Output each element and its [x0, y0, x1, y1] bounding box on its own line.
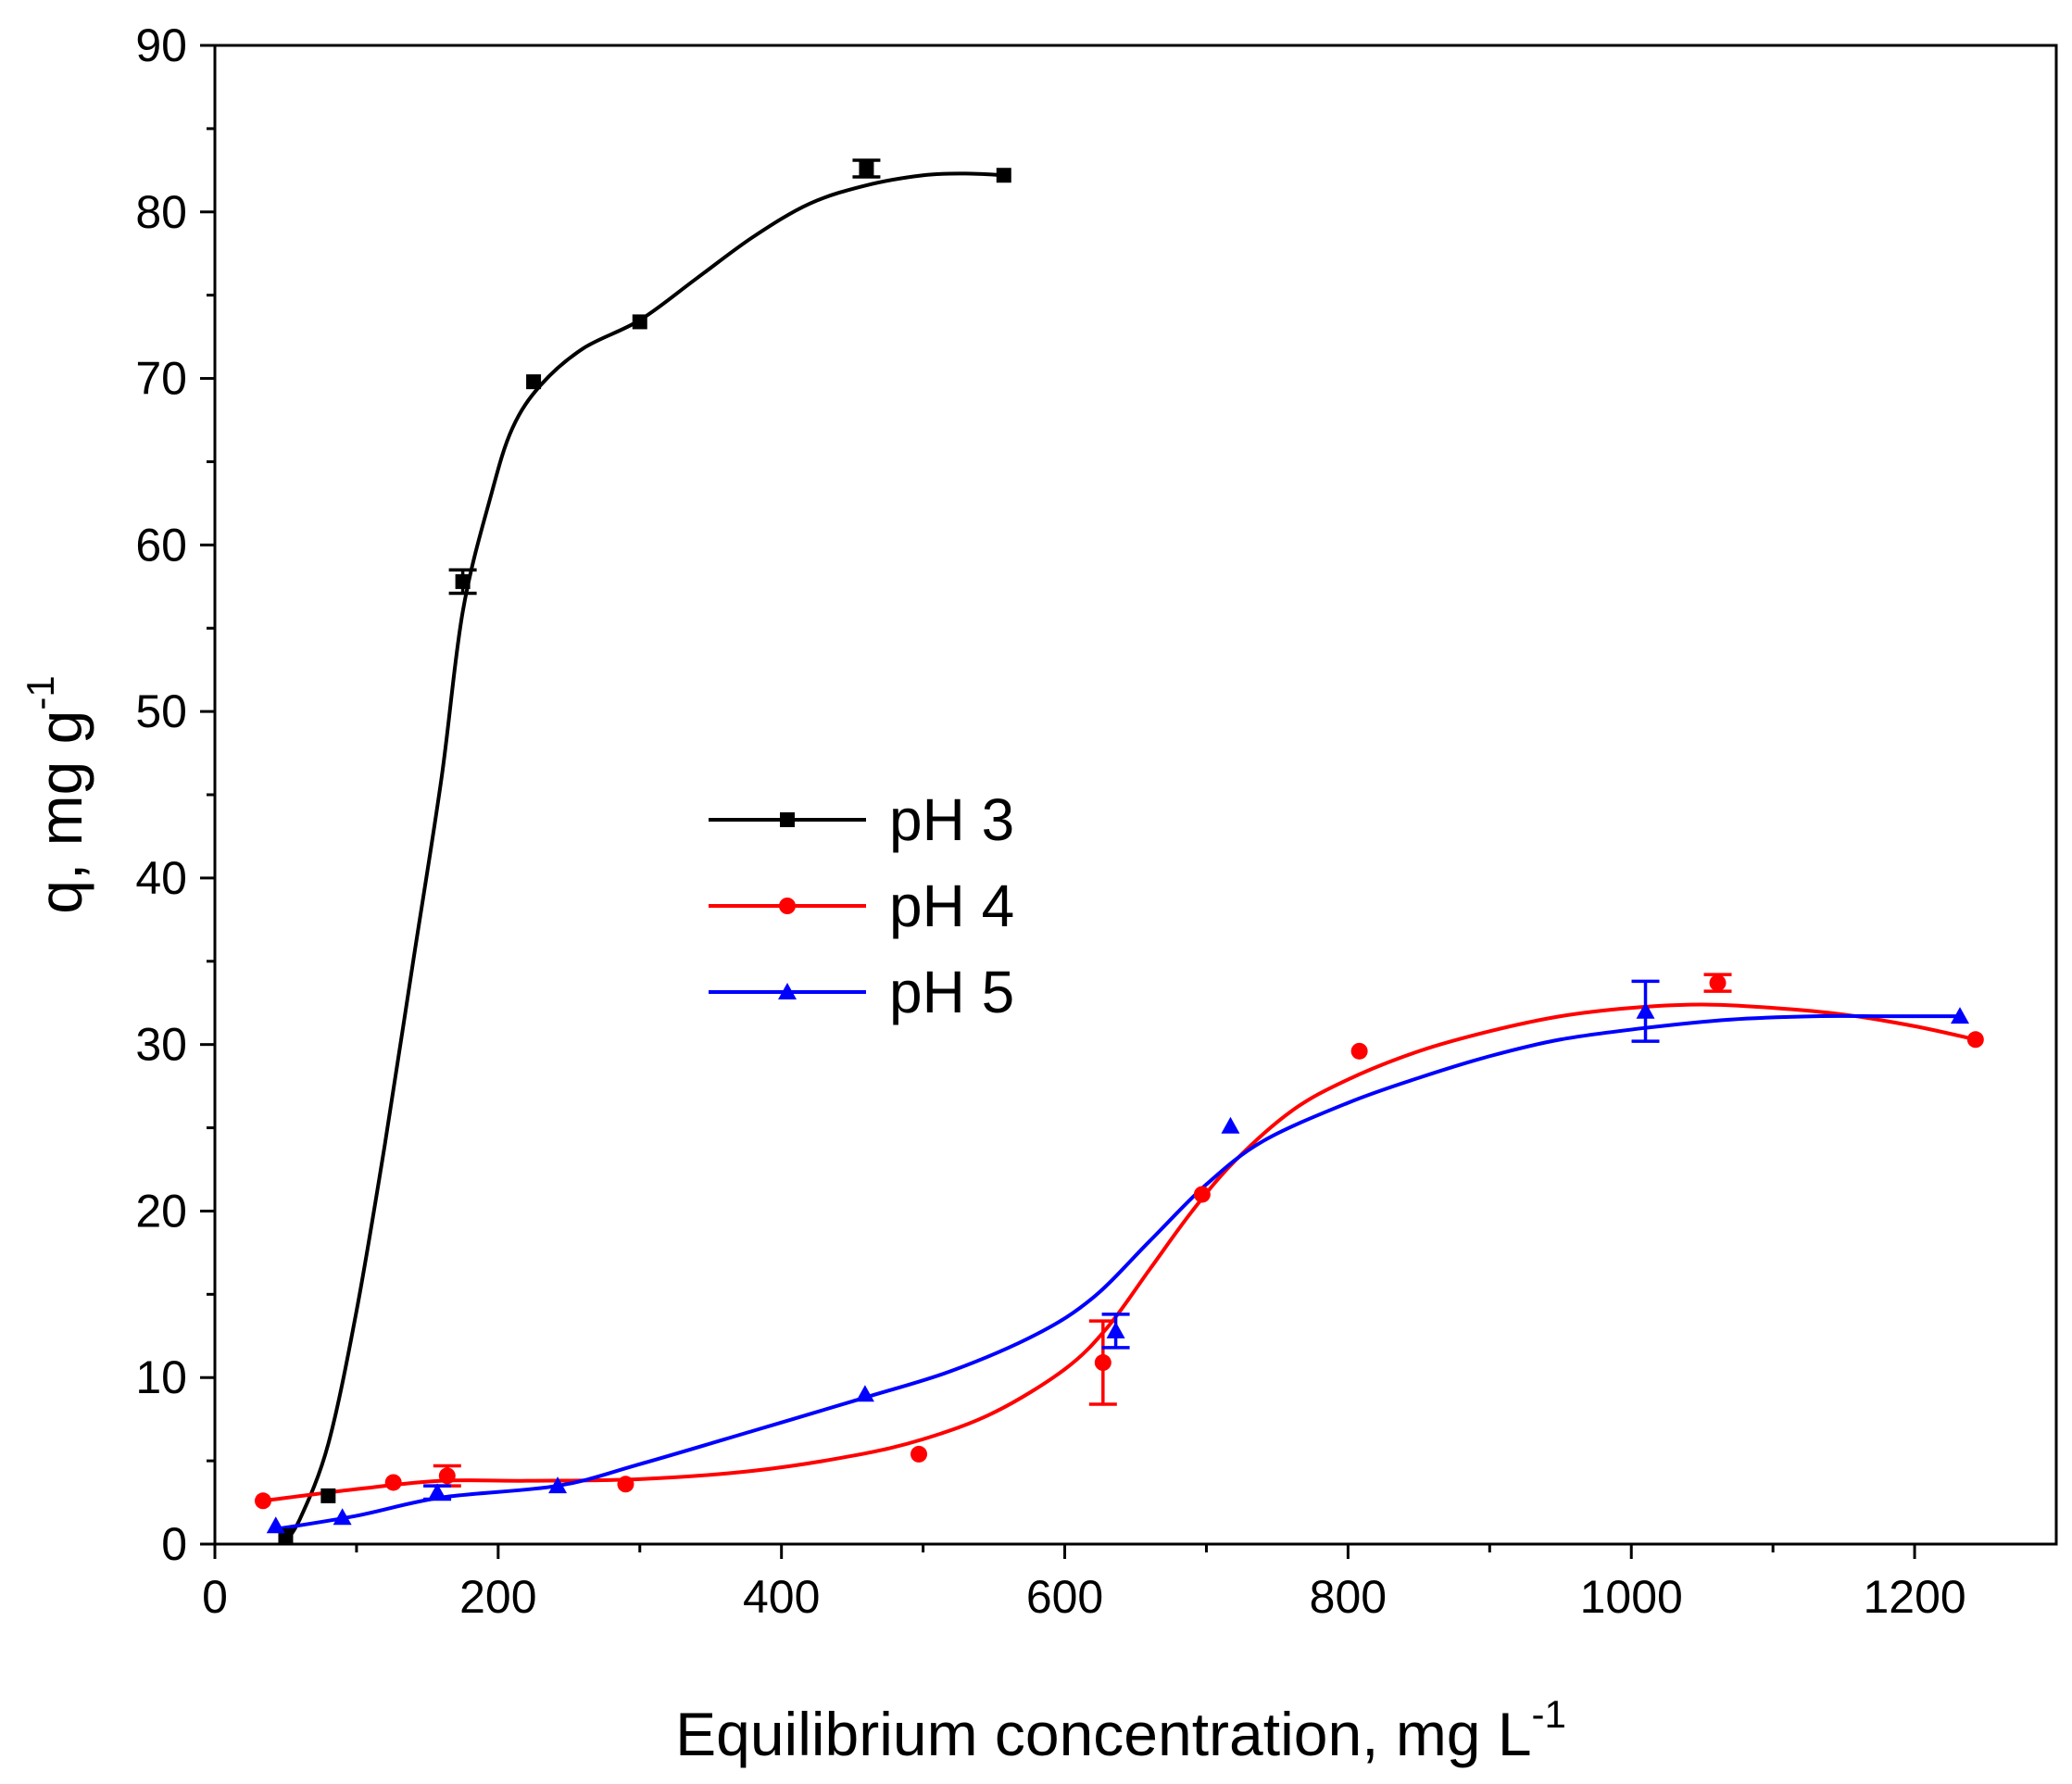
data-point-ph-4: [438, 1467, 456, 1485]
data-point-ph-5: [1221, 1116, 1240, 1134]
y-tick-label: 70: [135, 353, 187, 405]
data-point-ph-3: [996, 168, 1011, 183]
x-tick-label: 600: [1026, 1571, 1103, 1623]
x-axis-title: Equilibrium concentration, mg L-1: [675, 1692, 1566, 1768]
data-point-ph-5: [266, 1516, 285, 1534]
data-point-ph-3: [632, 314, 647, 330]
data-point-ph-4: [384, 1474, 402, 1491]
y-tick-label: 60: [135, 519, 187, 571]
legend-marker-ph-5: [778, 983, 797, 999]
data-point-ph-4: [1966, 1031, 1984, 1049]
y-tick-label: 50: [135, 685, 187, 737]
data-point-ph-3: [526, 374, 542, 390]
tick-labels: 0 200 400 600 800 1000 1200 0 10 20 30 40 50 60 70 80 90: [135, 19, 1965, 1623]
y-tick-label: 40: [135, 852, 187, 904]
data-point-ph-4: [254, 1492, 271, 1510]
legend-label-ph-5: pH 5: [889, 959, 1014, 1025]
data-markers: [254, 161, 1984, 1544]
y-tick-label: 30: [135, 1019, 187, 1071]
data-point-ph-3: [455, 573, 471, 589]
data-point-ph-5: [1636, 1001, 1655, 1019]
y-tick-label: 0: [161, 1518, 187, 1570]
y-tick-label: 20: [135, 1185, 187, 1237]
fit-curves: [262, 171, 1977, 1546]
data-point-ph-5: [855, 1385, 874, 1402]
data-point-ph-3: [859, 161, 874, 177]
data-point-ph-4: [1709, 974, 1727, 992]
legend-marker-ph-4: [779, 898, 796, 914]
y-tick-label: 10: [135, 1351, 187, 1403]
data-point-ph-4: [1350, 1042, 1368, 1060]
y-axis-title: q, mg g-1: [19, 675, 94, 913]
legend-marker-ph-3: [780, 812, 795, 827]
x-tick-label: 400: [743, 1571, 820, 1623]
x-tick-label: 1200: [1863, 1571, 1965, 1623]
x-tick-label: 1000: [1580, 1571, 1683, 1623]
data-point-ph-4: [617, 1476, 634, 1493]
data-point-ph-3: [320, 1488, 336, 1503]
data-point-ph-4: [1193, 1186, 1211, 1203]
x-tick-label: 0: [202, 1571, 228, 1623]
data-point-ph-4: [1094, 1354, 1111, 1372]
x-tick-label: 200: [459, 1571, 536, 1623]
legend-label-ph-4: pH 4: [889, 873, 1014, 939]
data-point-ph-5: [1106, 1321, 1125, 1338]
axis-ticks: [200, 44, 1916, 1559]
legend-label-ph-3: pH 3: [889, 786, 1014, 853]
data-point-ph-4: [910, 1445, 928, 1463]
fit-line-ph-5: [275, 1013, 1961, 1531]
y-tick-label: 80: [135, 186, 187, 238]
x-tick-label: 800: [1310, 1571, 1387, 1623]
legend: pH 3 pH 4 pH 5: [709, 786, 1014, 1025]
fit-line-ph-4: [262, 1002, 1977, 1503]
fit-line-ph-3: [281, 171, 1004, 1546]
data-point-ph-5: [1951, 1007, 1970, 1024]
data-point-ph-5: [333, 1508, 352, 1526]
data-point-ph-5: [428, 1483, 447, 1501]
y-tick-label: 90: [135, 19, 187, 71]
data-point-ph-5: [548, 1476, 568, 1494]
